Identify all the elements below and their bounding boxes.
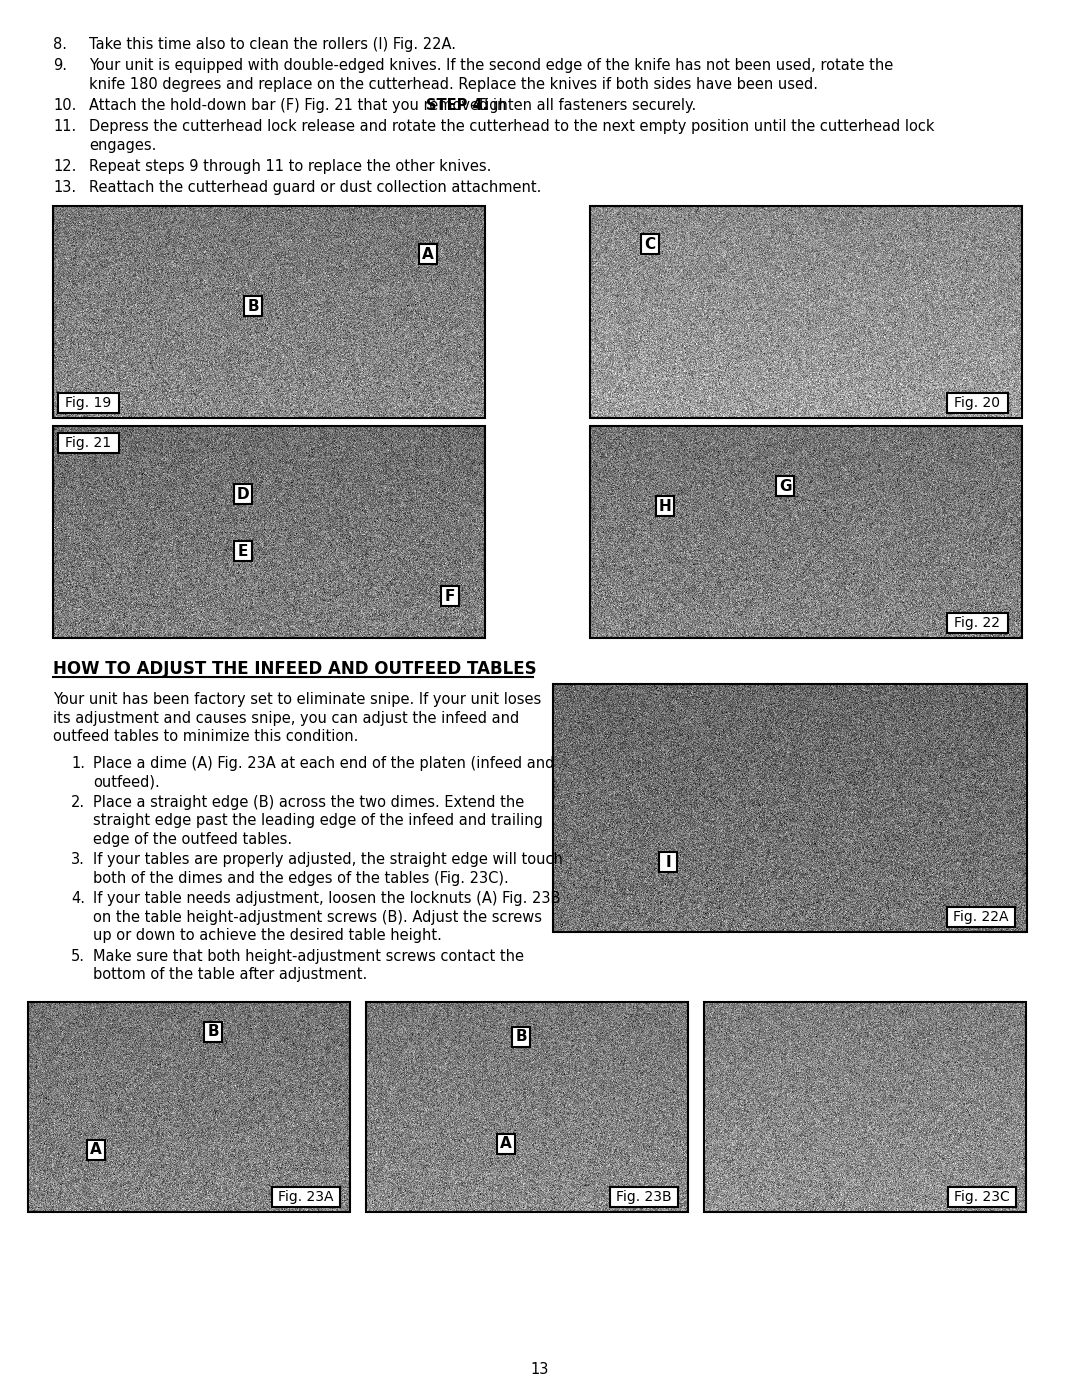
Text: Take this time also to clean the rollers (I) Fig. 22A.: Take this time also to clean the rollers… — [89, 36, 456, 52]
Text: outfeed tables to minimize this condition.: outfeed tables to minimize this conditio… — [53, 729, 359, 745]
Text: STEP 4.: STEP 4. — [427, 98, 488, 113]
Bar — [553, 685, 1027, 932]
Text: B: B — [515, 1030, 527, 1045]
Text: E: E — [238, 543, 248, 559]
FancyBboxPatch shape — [419, 244, 436, 264]
Text: Your unit is equipped with double-edged knives. If the second edge of the knife : Your unit is equipped with double-edged … — [89, 59, 893, 73]
FancyBboxPatch shape — [204, 1021, 221, 1042]
Text: A: A — [90, 1143, 102, 1157]
FancyBboxPatch shape — [234, 541, 252, 562]
Text: 12.: 12. — [53, 159, 77, 175]
Text: 13.: 13. — [53, 180, 76, 196]
Text: I: I — [665, 855, 671, 870]
Text: 2.: 2. — [71, 795, 85, 810]
FancyBboxPatch shape — [947, 394, 1008, 414]
Text: Make sure that both height-adjustment screws contact the: Make sure that both height-adjustment sc… — [93, 949, 524, 964]
Text: Fig. 20: Fig. 20 — [955, 397, 1000, 411]
FancyBboxPatch shape — [610, 1187, 678, 1207]
FancyBboxPatch shape — [947, 907, 1015, 928]
Text: 10.: 10. — [53, 98, 77, 113]
FancyBboxPatch shape — [642, 235, 659, 254]
Text: H: H — [659, 499, 672, 514]
FancyBboxPatch shape — [948, 1187, 1016, 1207]
FancyBboxPatch shape — [659, 852, 677, 872]
FancyBboxPatch shape — [512, 1027, 530, 1046]
Text: If your table needs adjustment, loosen the locknuts (A) Fig. 23B: If your table needs adjustment, loosen t… — [93, 891, 561, 907]
FancyBboxPatch shape — [58, 394, 119, 414]
Text: D: D — [237, 486, 249, 502]
Bar — [366, 1002, 688, 1211]
Text: G: G — [779, 479, 792, 493]
Text: bottom of the table after adjustment.: bottom of the table after adjustment. — [93, 967, 367, 982]
FancyBboxPatch shape — [497, 1134, 515, 1154]
Text: F: F — [445, 588, 455, 604]
FancyBboxPatch shape — [777, 476, 794, 496]
Text: outfeed).: outfeed). — [93, 774, 160, 789]
Text: both of the dimes and the edges of the tables (Fig. 23C).: both of the dimes and the edges of the t… — [93, 870, 509, 886]
Bar — [28, 1002, 350, 1211]
FancyBboxPatch shape — [58, 433, 119, 453]
Text: Fig. 23A: Fig. 23A — [279, 1190, 334, 1204]
Text: on the table height-adjustment screws (B). Adjust the screws: on the table height-adjustment screws (B… — [93, 909, 542, 925]
Text: Reattach the cutterhead guard or dust collection attachment.: Reattach the cutterhead guard or dust co… — [89, 180, 541, 196]
Text: knife 180 degrees and replace on the cutterhead. Replace the knives if both side: knife 180 degrees and replace on the cut… — [89, 77, 818, 92]
Text: 5.: 5. — [71, 949, 85, 964]
Bar — [590, 426, 1022, 638]
Text: If your tables are properly adjusted, the straight edge will touch: If your tables are properly adjusted, th… — [93, 852, 563, 868]
Text: Attach the hold-down bar (F) Fig. 21 that you removed in: Attach the hold-down bar (F) Fig. 21 tha… — [89, 98, 511, 113]
FancyBboxPatch shape — [442, 587, 459, 606]
Text: Depress the cutterhead lock release and rotate the cutterhead to the next empty : Depress the cutterhead lock release and … — [89, 119, 934, 134]
Text: A: A — [422, 247, 434, 261]
Text: Tighten all fasteners securely.: Tighten all fasteners securely. — [472, 98, 697, 113]
Text: 11.: 11. — [53, 119, 77, 134]
Text: B: B — [207, 1024, 219, 1039]
Text: its adjustment and causes snipe, you can adjust the infeed and: its adjustment and causes snipe, you can… — [53, 711, 519, 726]
Text: Place a straight edge (B) across the two dimes. Extend the: Place a straight edge (B) across the two… — [93, 795, 524, 810]
Text: up or down to achieve the desired table height.: up or down to achieve the desired table … — [93, 928, 442, 943]
Text: edge of the outfeed tables.: edge of the outfeed tables. — [93, 831, 292, 847]
Text: Fig. 23C: Fig. 23C — [954, 1190, 1010, 1204]
Text: 9.: 9. — [53, 59, 67, 73]
Text: 8.: 8. — [53, 36, 67, 52]
Bar — [53, 426, 485, 638]
Bar — [704, 1002, 1026, 1211]
Text: Fig. 22: Fig. 22 — [955, 616, 1000, 630]
Text: straight edge past the leading edge of the infeed and trailing: straight edge past the leading edge of t… — [93, 813, 543, 828]
Text: 13: 13 — [530, 1362, 550, 1377]
Text: C: C — [645, 236, 656, 251]
Text: B: B — [247, 299, 259, 314]
Text: 4.: 4. — [71, 891, 85, 907]
FancyBboxPatch shape — [244, 296, 261, 316]
FancyBboxPatch shape — [272, 1187, 340, 1207]
Text: Place a dime (A) Fig. 23A at each end of the platen (infeed and: Place a dime (A) Fig. 23A at each end of… — [93, 756, 554, 771]
Text: Repeat steps 9 through 11 to replace the other knives.: Repeat steps 9 through 11 to replace the… — [89, 159, 491, 175]
Text: 1.: 1. — [71, 756, 85, 771]
Text: Fig. 21: Fig. 21 — [66, 436, 111, 450]
Text: Fig. 22A: Fig. 22A — [954, 911, 1009, 925]
Bar — [590, 207, 1022, 418]
Bar — [53, 207, 485, 418]
FancyBboxPatch shape — [657, 496, 674, 517]
Text: engages.: engages. — [89, 138, 157, 152]
Text: Your unit has been factory set to eliminate snipe. If your unit loses: Your unit has been factory set to elimin… — [53, 693, 541, 707]
FancyBboxPatch shape — [234, 485, 252, 504]
Text: 3.: 3. — [71, 852, 85, 868]
Text: A: A — [500, 1136, 512, 1151]
FancyBboxPatch shape — [947, 613, 1008, 633]
Text: Fig. 23B: Fig. 23B — [617, 1190, 672, 1204]
Text: Fig. 19: Fig. 19 — [66, 397, 111, 411]
FancyBboxPatch shape — [87, 1140, 105, 1160]
Text: HOW TO ADJUST THE INFEED AND OUTFEED TABLES: HOW TO ADJUST THE INFEED AND OUTFEED TAB… — [53, 661, 537, 679]
